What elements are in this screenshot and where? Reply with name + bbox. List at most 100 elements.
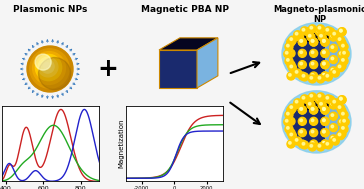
Circle shape: [308, 102, 311, 105]
Circle shape: [331, 46, 334, 48]
Circle shape: [323, 142, 325, 144]
Circle shape: [289, 51, 291, 53]
Circle shape: [323, 74, 325, 76]
Circle shape: [298, 117, 306, 125]
Circle shape: [321, 72, 329, 80]
Circle shape: [331, 137, 339, 145]
Circle shape: [297, 102, 300, 105]
Circle shape: [306, 29, 308, 32]
Circle shape: [310, 38, 318, 46]
Circle shape: [331, 99, 339, 107]
Circle shape: [306, 97, 308, 100]
Circle shape: [329, 101, 337, 109]
Circle shape: [340, 111, 348, 119]
Circle shape: [287, 140, 295, 148]
Circle shape: [284, 50, 292, 58]
Circle shape: [302, 74, 305, 77]
Circle shape: [308, 143, 316, 151]
Circle shape: [323, 51, 325, 53]
Circle shape: [324, 95, 332, 103]
Circle shape: [297, 35, 300, 37]
Circle shape: [340, 41, 342, 43]
Circle shape: [307, 101, 315, 109]
Circle shape: [295, 32, 298, 35]
Circle shape: [328, 29, 331, 32]
Circle shape: [321, 129, 329, 137]
Circle shape: [289, 119, 291, 122]
Circle shape: [343, 119, 345, 122]
Circle shape: [289, 108, 291, 110]
Polygon shape: [325, 32, 342, 76]
Circle shape: [315, 96, 323, 104]
Circle shape: [311, 40, 314, 42]
Circle shape: [35, 54, 62, 81]
Circle shape: [321, 106, 329, 114]
Circle shape: [300, 40, 302, 42]
Circle shape: [329, 112, 337, 120]
Circle shape: [342, 59, 344, 61]
Circle shape: [30, 49, 69, 88]
Circle shape: [320, 35, 323, 37]
Circle shape: [317, 97, 320, 100]
Polygon shape: [159, 50, 197, 88]
Circle shape: [294, 137, 302, 145]
Polygon shape: [197, 38, 218, 88]
Circle shape: [331, 57, 334, 60]
Circle shape: [300, 74, 302, 76]
Circle shape: [340, 63, 342, 66]
Circle shape: [290, 38, 293, 40]
Circle shape: [338, 130, 346, 138]
Circle shape: [310, 61, 318, 69]
Circle shape: [311, 40, 314, 42]
Circle shape: [327, 28, 335, 36]
Circle shape: [329, 44, 337, 52]
Circle shape: [333, 71, 336, 73]
Circle shape: [327, 96, 335, 104]
Circle shape: [329, 56, 337, 64]
Circle shape: [295, 139, 298, 141]
Text: Magnetic PBA NP: Magnetic PBA NP: [141, 5, 229, 14]
Circle shape: [300, 108, 302, 110]
Circle shape: [295, 100, 298, 103]
Circle shape: [289, 142, 291, 144]
Circle shape: [287, 129, 295, 137]
Circle shape: [301, 141, 309, 149]
Circle shape: [329, 33, 337, 41]
Polygon shape: [291, 100, 342, 110]
Circle shape: [310, 106, 318, 114]
Circle shape: [290, 133, 293, 136]
Circle shape: [340, 97, 342, 100]
Circle shape: [287, 38, 295, 46]
Circle shape: [328, 97, 331, 100]
Circle shape: [338, 96, 346, 104]
Circle shape: [324, 141, 332, 149]
Circle shape: [342, 127, 344, 129]
Circle shape: [298, 38, 306, 46]
Circle shape: [294, 99, 302, 107]
Polygon shape: [291, 42, 325, 76]
Circle shape: [318, 94, 321, 97]
Circle shape: [331, 136, 334, 139]
Circle shape: [333, 100, 336, 103]
Circle shape: [290, 65, 293, 68]
Circle shape: [321, 72, 329, 80]
Circle shape: [329, 101, 337, 109]
Circle shape: [287, 61, 295, 69]
Circle shape: [300, 108, 302, 110]
Circle shape: [315, 28, 323, 36]
Circle shape: [321, 117, 329, 125]
Circle shape: [340, 97, 342, 100]
Circle shape: [286, 112, 289, 115]
Polygon shape: [291, 110, 325, 144]
Circle shape: [300, 40, 302, 42]
Circle shape: [337, 36, 345, 44]
Circle shape: [289, 40, 291, 42]
Circle shape: [317, 93, 325, 101]
Circle shape: [311, 142, 314, 144]
Circle shape: [331, 35, 334, 37]
Text: +: +: [98, 57, 118, 81]
Circle shape: [331, 102, 334, 105]
Circle shape: [289, 130, 291, 133]
Circle shape: [286, 127, 289, 129]
Circle shape: [311, 74, 314, 76]
